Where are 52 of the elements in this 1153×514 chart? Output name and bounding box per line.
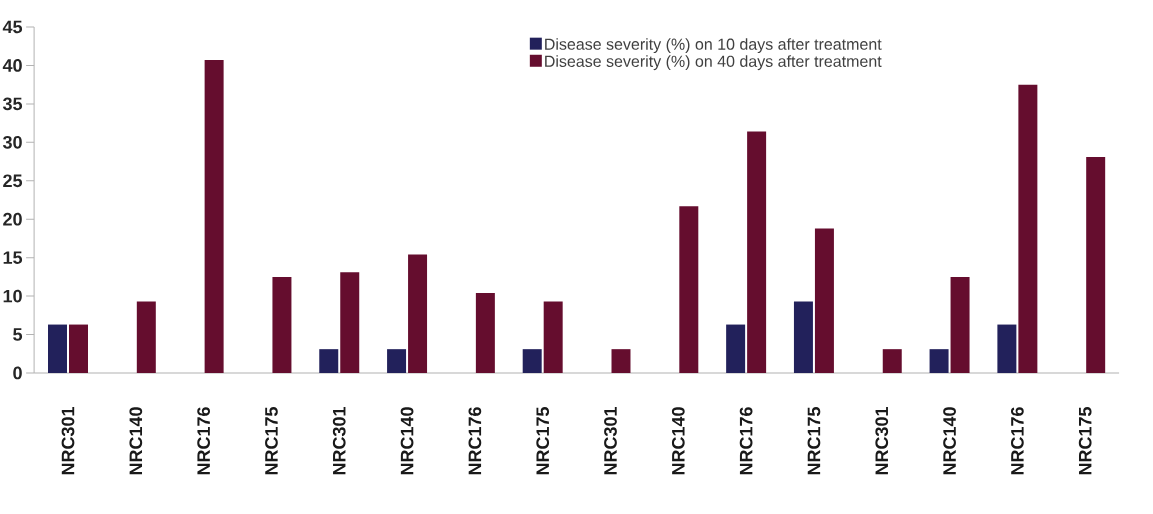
bar [726, 324, 746, 373]
x-tick-label: NRC140 [129, 407, 143, 475]
x-tick-label: NRC140 [400, 407, 414, 475]
bar [204, 60, 224, 373]
y-tick-label: 15 [3, 251, 23, 264]
x-tick-label: NRC301 [332, 407, 346, 475]
bar [543, 301, 563, 373]
x-tick-label: NRC301 [604, 407, 617, 475]
bar [522, 349, 542, 373]
bar [340, 272, 360, 373]
x-tick-label: NRC176 [468, 407, 482, 475]
bar [679, 206, 699, 373]
bar [814, 228, 834, 373]
bar [882, 349, 902, 373]
y-tick-label: 45 [2, 20, 23, 34]
bar [793, 301, 813, 373]
x-tick-label: NRC301 [61, 407, 75, 475]
y-tick-label: 40 [2, 59, 22, 72]
y-tick-label: 25 [3, 174, 23, 188]
bar [136, 301, 156, 373]
y-tick-label: 20 [3, 212, 22, 226]
x-tick-label: NRC140 [943, 407, 956, 475]
y-tick-label: 35 [2, 97, 23, 111]
bar [319, 349, 339, 373]
bar [1018, 84, 1038, 373]
x-tick-label: NRC176 [1010, 407, 1024, 475]
x-tick-label: NRC140 [671, 407, 685, 475]
bar [69, 324, 88, 373]
bar [611, 349, 631, 373]
bar [387, 349, 407, 373]
legend-label: Disease severity (%) on 10 days after treatment [545, 38, 882, 54]
bar [408, 254, 428, 373]
bar [48, 324, 67, 373]
x-tick-label: NRC176 [197, 407, 210, 475]
x-tick-label: NRC176 [739, 407, 753, 475]
y-tick-label: 5 [13, 328, 23, 341]
bar [997, 324, 1017, 373]
legend-label: Disease severity (%) on 40 days after treatment [545, 55, 882, 71]
x-tick-label: NRC175 [1078, 407, 1092, 475]
x-tick-label: NRC175 [536, 407, 550, 475]
y-tick-label: 0 [13, 366, 22, 380]
bar [929, 349, 949, 373]
x-tick-label: NRC175 [265, 407, 278, 475]
bar [475, 293, 495, 373]
x-tick-label: NRC175 [807, 407, 821, 475]
bar [747, 131, 767, 373]
y-tick-label: 10 [3, 289, 22, 303]
y-tick-label: 30 [2, 135, 22, 149]
bar [272, 276, 292, 373]
bar [1086, 156, 1106, 373]
bar [950, 276, 970, 373]
x-tick-label: NRC301 [875, 407, 889, 475]
